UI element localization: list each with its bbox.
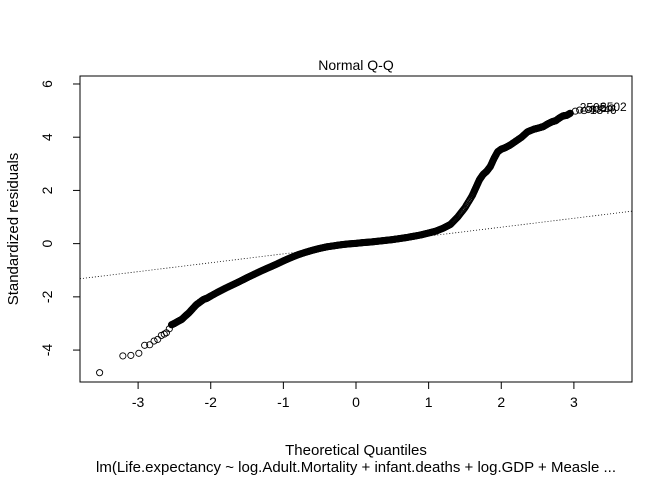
data-point bbox=[599, 104, 607, 113]
data-point bbox=[571, 107, 579, 115]
y-axis: -4 -2 0 2 4 6 bbox=[39, 80, 80, 356]
x-axis-label: Theoretical Quantiles bbox=[285, 442, 427, 459]
data-point bbox=[608, 104, 616, 112]
x-tick-label: 2 bbox=[497, 394, 505, 410]
data-points bbox=[96, 104, 616, 377]
model-formula: lm(Life.expectancy ~ log.Adult.Mortality… bbox=[96, 459, 616, 476]
data-point bbox=[584, 105, 592, 114]
outlier-label: 2502 bbox=[600, 100, 627, 114]
data-point bbox=[135, 349, 143, 357]
outlier-label: 1846 bbox=[590, 103, 617, 117]
data-point bbox=[141, 341, 149, 349]
data-point bbox=[127, 351, 135, 359]
x-tick-label: -1 bbox=[277, 394, 290, 410]
data-point bbox=[119, 352, 127, 360]
data-point bbox=[580, 107, 588, 115]
data-point bbox=[150, 337, 158, 345]
y-tick-label: -2 bbox=[39, 290, 55, 303]
data-point bbox=[146, 341, 154, 349]
x-tick-label: -3 bbox=[132, 394, 145, 410]
chart-title: Normal Q-Q bbox=[318, 57, 394, 73]
y-tick-label: 0 bbox=[39, 240, 55, 248]
x-tick-label: -2 bbox=[205, 394, 218, 410]
outlier-label: 2505 bbox=[580, 100, 607, 114]
y-tick-label: 2 bbox=[39, 186, 55, 194]
x-axis: -3 -2 -1 0 1 2 3 bbox=[132, 382, 578, 410]
data-point bbox=[589, 105, 597, 113]
y-tick-label: 4 bbox=[39, 133, 55, 141]
data-point bbox=[154, 335, 162, 343]
data-point bbox=[576, 106, 584, 114]
y-tick-label: -4 bbox=[39, 344, 55, 357]
x-tick-label: 3 bbox=[570, 394, 578, 410]
y-tick-label: 6 bbox=[39, 80, 55, 88]
x-tick-label: 1 bbox=[425, 394, 433, 410]
y-axis-label: Standardized residuals bbox=[5, 153, 22, 306]
x-tick-label: 0 bbox=[352, 394, 360, 410]
data-point bbox=[96, 369, 104, 377]
